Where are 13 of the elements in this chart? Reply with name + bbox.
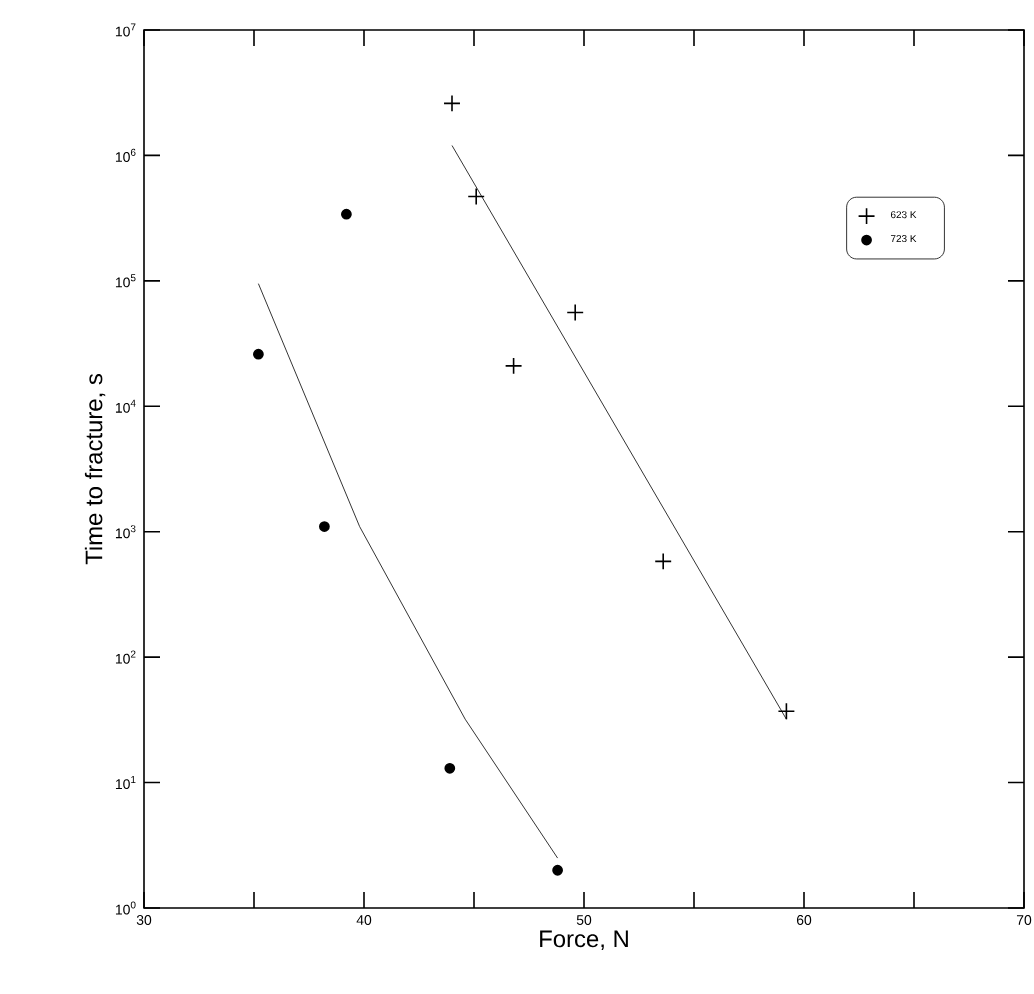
point — [467, 187, 485, 206]
line-series — [258, 283, 558, 859]
point — [319, 521, 330, 532]
point — [566, 303, 584, 322]
point — [341, 208, 352, 220]
x-axis-title: Force, N — [540, 930, 628, 951]
y-axis-title: Time to fracture, s — [84, 373, 106, 565]
point — [443, 94, 461, 113]
point — [654, 552, 672, 571]
point — [552, 864, 563, 876]
point — [504, 357, 523, 375]
point — [253, 348, 264, 360]
point — [444, 762, 456, 774]
